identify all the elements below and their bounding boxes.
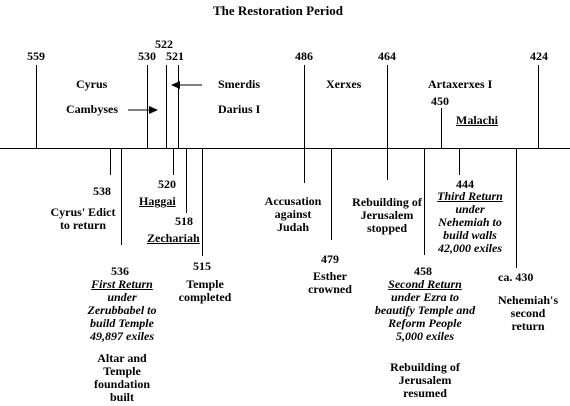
- arrow-smerdis: [171, 81, 202, 89]
- year-515: 515: [193, 259, 211, 273]
- event-first-return: First Return under Zerubbabel to build T…: [72, 278, 172, 343]
- year-521: 521: [166, 49, 184, 63]
- event-line: Rebuilding of: [390, 360, 460, 374]
- event-line: stopped: [366, 221, 407, 235]
- ruler-cyrus: Cyrus: [76, 77, 108, 91]
- year-536: 536: [111, 264, 129, 278]
- event-line: Jerusalem: [360, 208, 414, 222]
- event-line: Nehemiah to: [438, 215, 502, 229]
- event-line: Cyrus' Edict: [50, 205, 116, 219]
- event-line: Nehemiah's: [498, 293, 558, 307]
- tick-450: [441, 108, 442, 149]
- event-line: built: [109, 390, 134, 404]
- tick-464: [387, 65, 388, 180]
- event-line: build Temple: [90, 316, 154, 330]
- event-altar-built: Altar and Temple foundation built: [72, 352, 172, 404]
- year-559: 559: [27, 49, 45, 63]
- prophet-zechariah: Zechariah: [147, 231, 200, 245]
- event-second-return: Second Return under Ezra to beautify Tem…: [370, 278, 480, 343]
- year-530: 530: [138, 49, 156, 63]
- event-line: Accusation: [264, 194, 322, 208]
- tick-536: [121, 148, 122, 245]
- year-464: 464: [378, 49, 396, 63]
- event-line: 49,897 exiles: [90, 329, 154, 343]
- year-522: 522: [155, 37, 173, 51]
- ruler-smerdis: Smerdis: [218, 77, 260, 91]
- event-line: 42,000 exiles: [438, 241, 502, 255]
- year-520: 520: [158, 177, 176, 191]
- event-line: beautify Temple and: [374, 303, 476, 317]
- ruler-xerxes: Xerxes: [326, 77, 362, 91]
- event-line: Second Return: [388, 277, 462, 291]
- year-424: 424: [530, 49, 548, 63]
- year-479: 479: [321, 252, 339, 266]
- event-line: Judah: [276, 220, 310, 234]
- tick-479: [331, 148, 332, 240]
- event-line: under: [107, 290, 137, 304]
- event-line: under: [455, 202, 485, 216]
- arrow-cambyses: [128, 106, 158, 114]
- event-line: Reform People: [388, 316, 462, 330]
- timeline-axis: [0, 148, 570, 149]
- event-line: Zerubbabel to: [87, 303, 157, 317]
- event-line: against: [274, 207, 312, 221]
- event-accusation: Accusation against Judah: [248, 195, 338, 234]
- tick-538: [110, 148, 111, 175]
- year-486: 486: [295, 49, 313, 63]
- ruler-artaxerxes: Artaxerxes I: [428, 77, 493, 91]
- year-450: 450: [431, 94, 449, 108]
- tick-559: [36, 65, 37, 149]
- event-line: Esther: [313, 269, 347, 283]
- page-title: The Restoration Period: [213, 3, 343, 18]
- tick-522: [166, 65, 167, 149]
- event-rebuilding-stopped: Rebuilding of Jerusalem stopped: [332, 196, 442, 235]
- event-esther-crowned: Esther crowned: [300, 270, 360, 296]
- event-cyrus-edict: Cyrus' Edict to return: [33, 206, 133, 232]
- event-line: completed: [178, 290, 232, 304]
- event-line: Rebuilding of: [352, 195, 422, 209]
- event-line: resumed: [403, 386, 447, 400]
- year-538: 538: [93, 184, 111, 198]
- event-temple-completed: Temple completed: [170, 278, 240, 304]
- event-line: to return: [59, 218, 107, 232]
- tick-515: [202, 148, 203, 256]
- tick-430: [516, 148, 517, 268]
- event-line: crowned: [308, 282, 352, 296]
- event-line: build walls: [443, 228, 497, 242]
- tick-530: [147, 65, 148, 149]
- event-line: return: [511, 319, 545, 333]
- event-line: second: [510, 306, 546, 320]
- event-line: under Ezra to: [390, 290, 460, 304]
- event-line: Temple: [103, 364, 141, 378]
- event-line: First Return: [91, 277, 153, 291]
- prophet-malachi: Malachi: [456, 113, 498, 127]
- tick-424: [538, 65, 539, 149]
- ruler-darius: Darius I: [218, 102, 261, 116]
- event-line: Temple: [186, 277, 224, 291]
- event-line: foundation: [93, 377, 151, 391]
- ruler-cambyses: Cambyses: [66, 102, 119, 116]
- event-third-return: Third Return under Nehemiah to build wal…: [425, 190, 515, 255]
- event-line: Third Return: [437, 189, 503, 203]
- tick-520: [173, 148, 174, 175]
- event-line: Altar and: [97, 351, 147, 365]
- event-line: 5,000 exiles: [396, 329, 454, 343]
- event-line: Jerusalem: [398, 373, 452, 387]
- tick-521: [178, 65, 179, 149]
- year-518: 518: [175, 214, 193, 228]
- year-458: 458: [414, 264, 432, 278]
- tick-518: [186, 148, 187, 213]
- year-430: ca. 430: [498, 270, 534, 284]
- event-nehemiah-second-return: Nehemiah's second return: [490, 294, 566, 333]
- tick-486: [304, 65, 305, 183]
- year-444: 444: [456, 177, 474, 191]
- tick-444: [459, 148, 460, 175]
- event-rebuilding-resumed: Rebuilding of Jerusalem resumed: [370, 361, 480, 400]
- prophet-haggai: Haggai: [139, 194, 176, 208]
- tick-458: [424, 148, 425, 255]
